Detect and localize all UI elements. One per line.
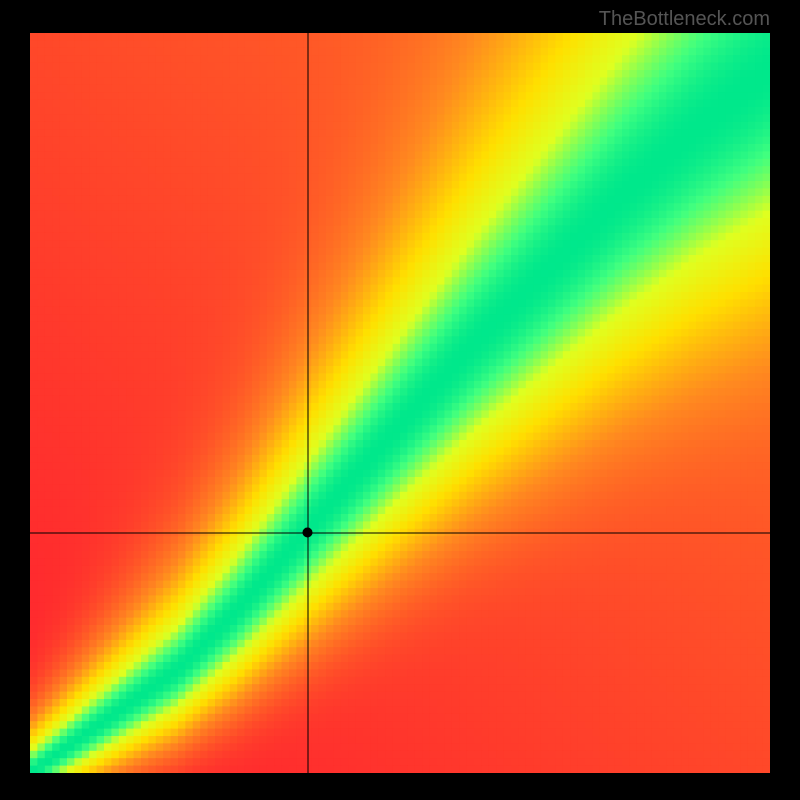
watermark-text: TheBottleneck.com [599, 8, 770, 31]
plot-area [30, 33, 770, 773]
heatmap-canvas [30, 33, 770, 773]
chart-container: TheBottleneck.com [0, 0, 800, 800]
